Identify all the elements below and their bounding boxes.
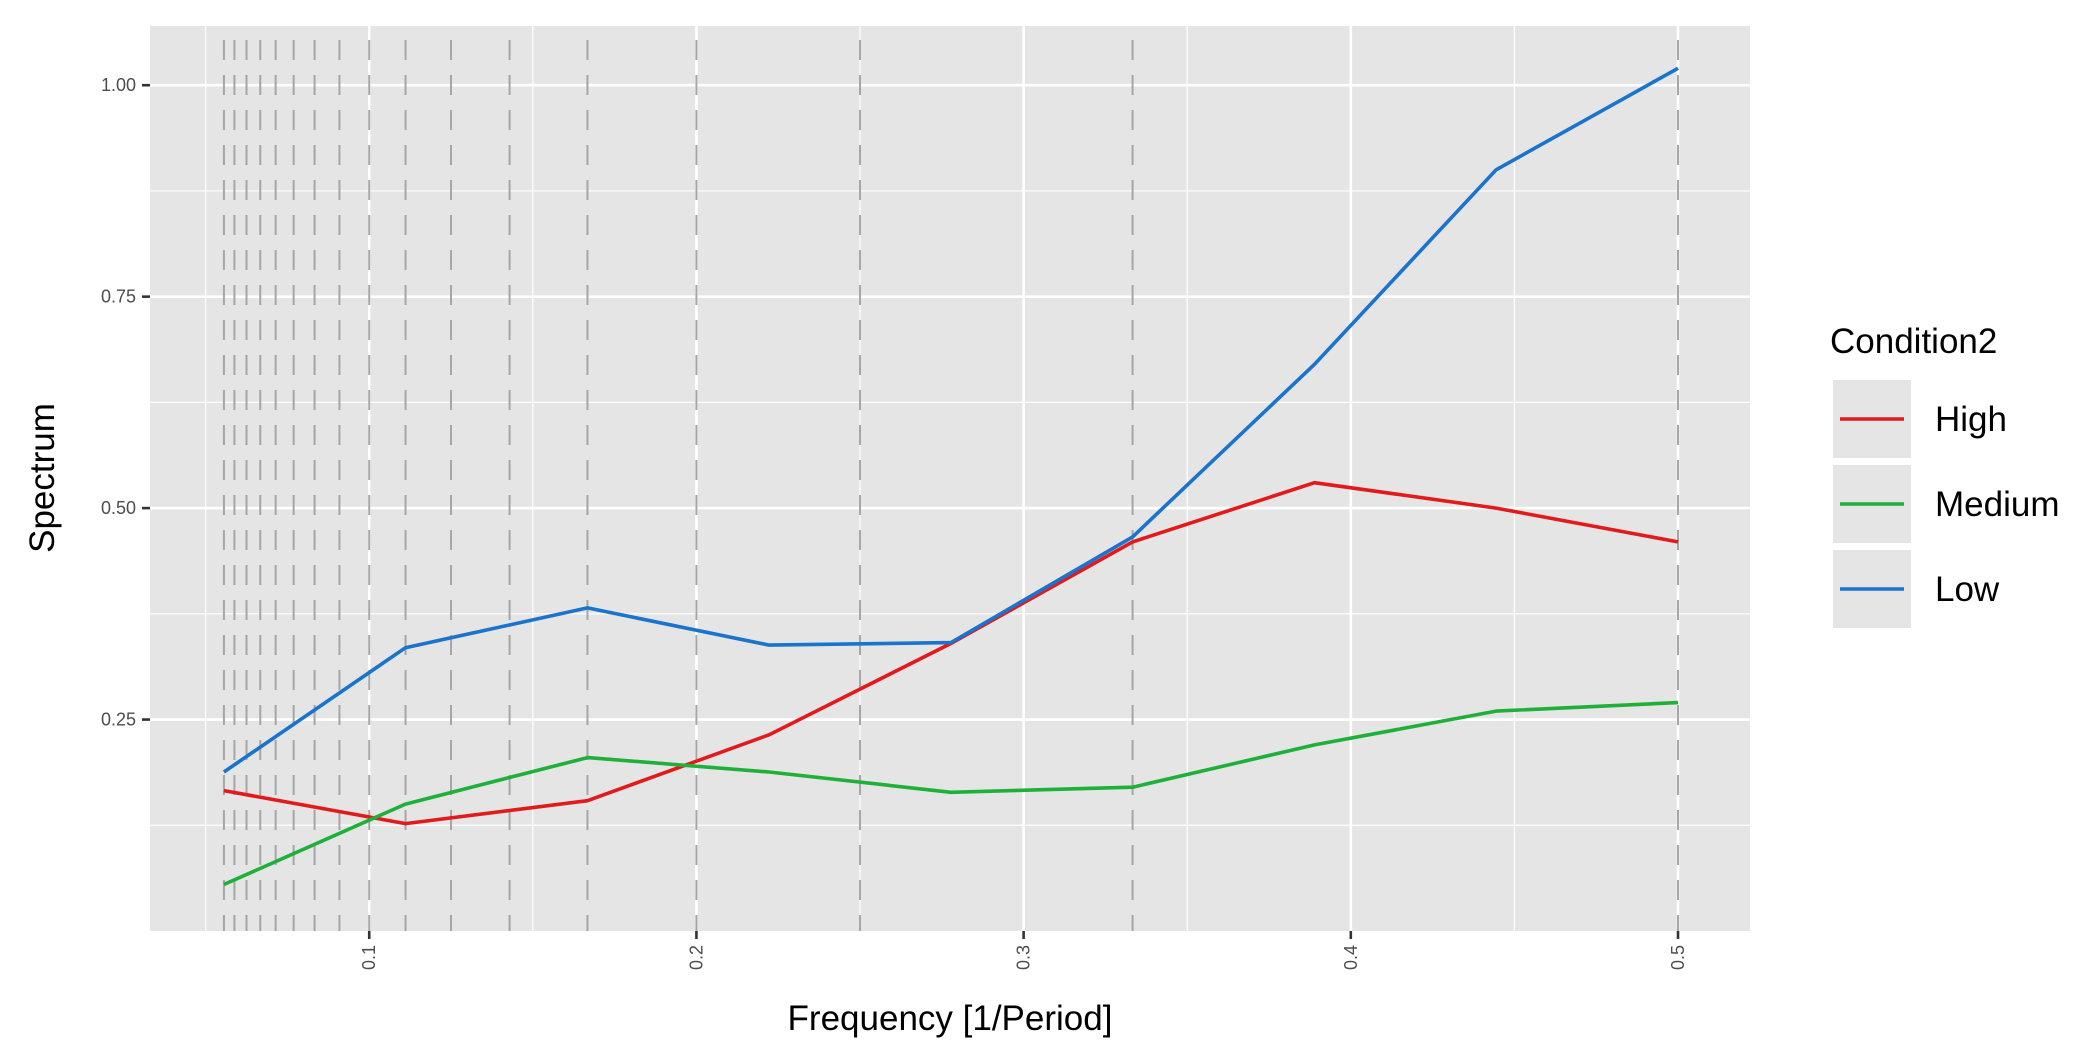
legend-item-low: Low	[1833, 550, 2000, 628]
legend-item-medium: Medium	[1833, 465, 2059, 543]
series-line-low	[222, 66, 1679, 774]
legend-item-high: High	[1833, 380, 2007, 458]
x-tick-label: 0.3	[1014, 945, 1034, 970]
legend-label: Low	[1935, 570, 2000, 609]
series-lines	[222, 66, 1679, 887]
legend: Condition2 High Medium Low	[1830, 322, 2059, 628]
plot-panel	[150, 26, 1750, 931]
axis-ticks	[142, 83, 1680, 939]
x-tick-label: 0.4	[1341, 945, 1361, 970]
x-tick-label: 0.5	[1668, 945, 1688, 970]
y-tick-label: 0.50	[101, 498, 136, 518]
x-tick-labels: 0.1 0.2 0.3 0.4 0.5	[359, 945, 1688, 970]
y-tick-label: 0.25	[101, 710, 136, 730]
reference-lines	[222, 40, 1680, 931]
x-tick-label: 0.2	[686, 945, 706, 970]
y-tick-labels: 0.25 0.50 0.75 1.00	[101, 75, 136, 729]
x-axis-title: Frequency [1/Period]	[788, 999, 1113, 1038]
x-tick-label: 0.1	[359, 945, 379, 970]
legend-items: High Medium Low	[1833, 380, 2059, 628]
legend-label: High	[1935, 400, 2007, 439]
y-axis-title: Spectrum	[23, 403, 62, 553]
legend-title: Condition2	[1830, 322, 1997, 361]
series-line-medium	[223, 700, 1679, 887]
legend-label: Medium	[1935, 485, 2059, 524]
y-tick-label: 0.75	[101, 287, 136, 307]
y-tick-label: 1.00	[101, 75, 136, 95]
